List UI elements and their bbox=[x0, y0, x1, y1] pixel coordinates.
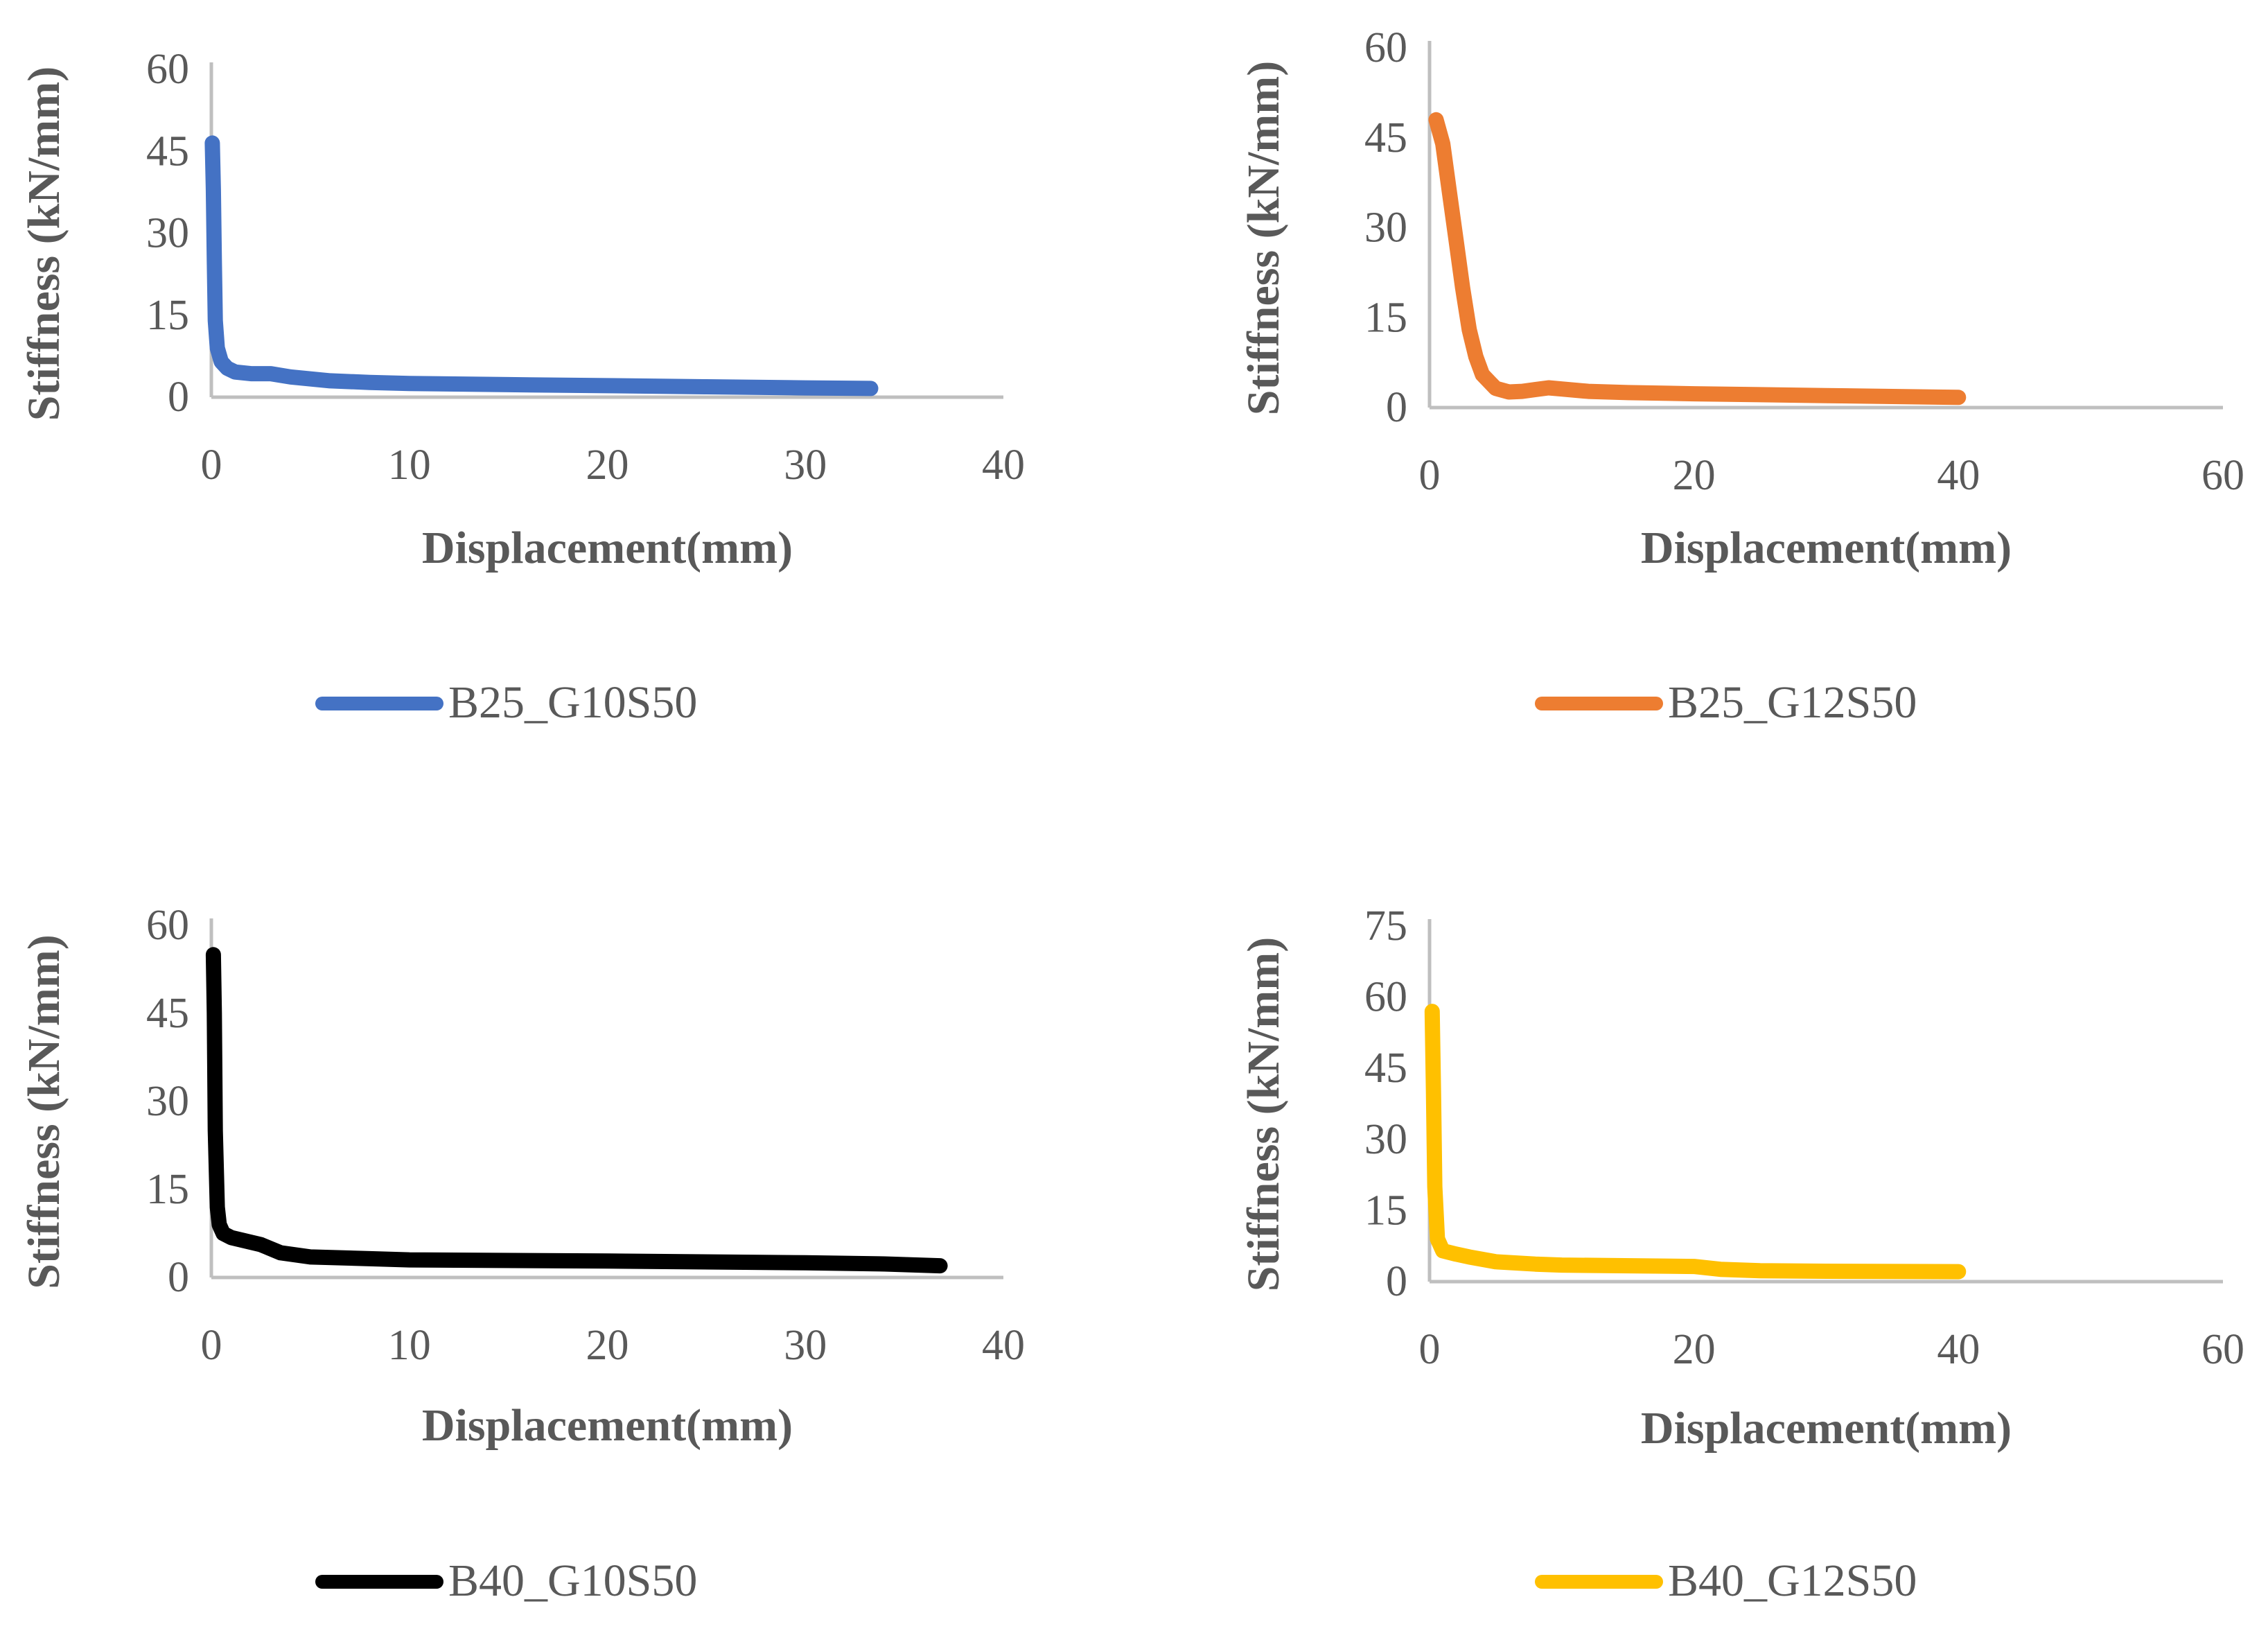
x-axis-title: Displacement(mm) bbox=[1641, 523, 2012, 573]
legend: B25_G12S50 bbox=[1535, 677, 1917, 728]
y-tick-label: 60 bbox=[1364, 974, 1407, 1021]
chart-bottom-left: 0 15 30 45 60 0 10 20 30 40 Displacement(mm) Stiffn… bbox=[19, 902, 1025, 1606]
x-tick-label: 0 bbox=[201, 442, 222, 489]
x-tick-label: 20 bbox=[586, 442, 629, 489]
legend-label: B25_G10S50 bbox=[448, 677, 697, 728]
y-tick-label: 15 bbox=[1364, 294, 1407, 341]
y-tick-label: 30 bbox=[1364, 1116, 1407, 1163]
x-tick-label: 60 bbox=[2201, 452, 2244, 499]
x-axis-title: Displacement(mm) bbox=[1641, 1403, 2012, 1454]
y-axis-title: Stiffness (kN/mm) bbox=[19, 934, 69, 1289]
x-tick-label: 20 bbox=[1673, 452, 1716, 499]
x-tick-label: 60 bbox=[2201, 1326, 2244, 1373]
chart-top-left: 0 15 30 45 60 0 10 20 30 40 Displacement(mm) Stiffn… bbox=[19, 46, 1025, 728]
y-tick-label: 15 bbox=[1364, 1187, 1407, 1234]
y-axis-title: Stiffness (kN/mm) bbox=[1238, 61, 1289, 415]
y-tick-label: 60 bbox=[1364, 24, 1407, 71]
x-tick-label: 40 bbox=[982, 442, 1025, 489]
x-tick-label: 0 bbox=[1419, 452, 1441, 499]
y-tick-label: 0 bbox=[168, 374, 189, 421]
x-tick-label: 10 bbox=[388, 1322, 431, 1369]
x-tick-label: 0 bbox=[201, 1322, 222, 1369]
series-line-B25_G10S50 bbox=[204, 135, 879, 396]
y-tick-label: 60 bbox=[146, 46, 189, 93]
x-tick-label: 40 bbox=[982, 1322, 1025, 1369]
series-line-B25_G12S50 bbox=[1428, 112, 1967, 405]
legend-label: B40_G10S50 bbox=[448, 1555, 697, 1606]
y-tick-label: 15 bbox=[146, 1166, 189, 1213]
x-tick-label: 20 bbox=[1673, 1326, 1716, 1373]
x-tick-label: 40 bbox=[1937, 452, 1980, 499]
legend: B40_G10S50 bbox=[315, 1555, 697, 1606]
y-tick-label: 45 bbox=[146, 128, 189, 175]
y-axis-title: Stiffness (kN/mm) bbox=[1238, 937, 1289, 1291]
y-tick-label: 0 bbox=[1386, 384, 1407, 431]
x-tick-label: 40 bbox=[1937, 1326, 1980, 1373]
y-tick-label: 15 bbox=[146, 292, 189, 339]
x-tick-label: 20 bbox=[586, 1322, 629, 1369]
y-tick-label: 45 bbox=[1364, 1045, 1407, 1092]
y-tick-label: 0 bbox=[168, 1254, 189, 1301]
x-tick-label: 10 bbox=[388, 442, 431, 489]
legend-label: B25_G12S50 bbox=[1668, 677, 1917, 728]
y-tick-label: 60 bbox=[146, 902, 189, 949]
y-tick-label: 45 bbox=[146, 990, 189, 1037]
y-tick-label: 75 bbox=[1364, 902, 1407, 950]
y-tick-label: 30 bbox=[146, 210, 189, 257]
x-axis-title: Displacement(mm) bbox=[422, 523, 793, 573]
x-tick-label: 30 bbox=[784, 442, 827, 489]
series-line-B40_G12S50 bbox=[1424, 1004, 1967, 1280]
y-tick-label: 30 bbox=[1364, 204, 1407, 252]
series-line-B40_G10S50 bbox=[205, 947, 948, 1274]
chart-bottom-right: 0 15 30 45 60 75 0 20 40 60 Displacement(mm) Stiffn… bbox=[1238, 902, 2244, 1606]
legend: B40_G12S50 bbox=[1535, 1555, 1917, 1606]
x-axis-title: Displacement(mm) bbox=[422, 1400, 793, 1451]
y-tick-label: 45 bbox=[1364, 114, 1407, 162]
y-tick-label: 0 bbox=[1386, 1258, 1407, 1305]
chart-top-right: 0 15 30 45 60 0 20 40 60 Displacement(mm) Stiffnes… bbox=[1238, 24, 2244, 728]
y-tick-label: 30 bbox=[146, 1078, 189, 1125]
y-axis-title: Stiffness (kN/mm) bbox=[19, 67, 69, 421]
legend: B25_G10S50 bbox=[315, 677, 697, 728]
legend-label: B40_G12S50 bbox=[1668, 1555, 1917, 1606]
x-tick-label: 30 bbox=[784, 1322, 827, 1369]
x-tick-label: 0 bbox=[1419, 1326, 1441, 1373]
